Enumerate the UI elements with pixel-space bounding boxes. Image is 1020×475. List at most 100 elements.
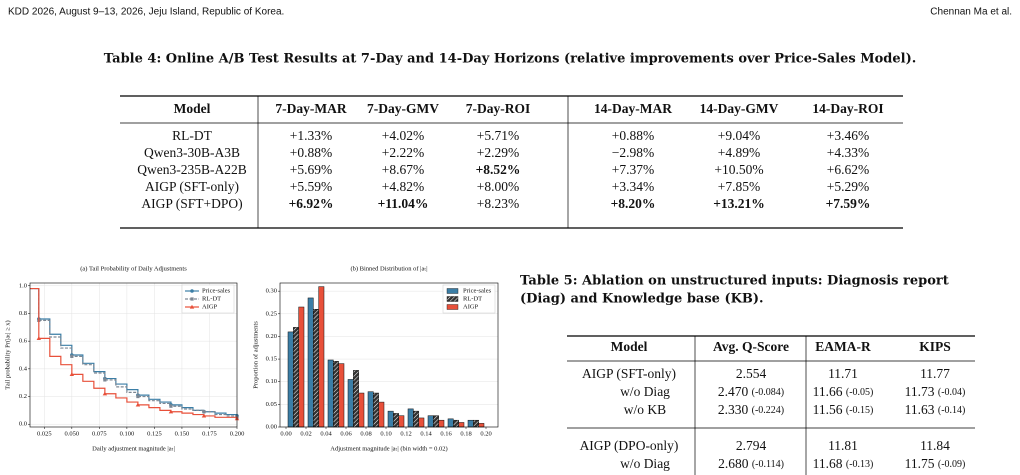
table-cell: +5.29%	[827, 179, 869, 194]
table-cell: +1.33%	[290, 128, 332, 143]
y-tick-label: 0.30	[266, 288, 277, 295]
marker	[69, 372, 75, 376]
table-cell: +7.85%	[718, 179, 760, 194]
cell-value: 11.73	[905, 384, 935, 399]
bar	[293, 327, 299, 428]
bar	[353, 370, 359, 428]
running-header: Chennan Ma et al.	[930, 7, 1012, 18]
y-axis-label: Proportion of adjustments	[252, 321, 259, 389]
table-cell: 11.68 (-0.13)	[813, 456, 874, 471]
marker	[36, 336, 42, 340]
running-header: KDD 2026, August 9–13, 2026, Jeju Island…	[8, 7, 284, 18]
bar	[387, 410, 394, 428]
bar	[313, 309, 319, 428]
table-cell: +8.67%	[382, 162, 424, 177]
cell-delta: (-0.14)	[938, 405, 966, 416]
bar	[373, 392, 379, 428]
series-line	[30, 287, 238, 419]
bar	[307, 297, 314, 428]
table-cell: +2.29%	[477, 145, 519, 160]
cell-delta: (-0.15)	[846, 405, 874, 416]
table-cell: +4.82%	[382, 179, 424, 194]
marker	[169, 404, 173, 408]
y-tick-label: 0.00	[266, 423, 277, 430]
column-header: 14-Day-GMV	[700, 101, 779, 116]
table-cell: 11.84	[920, 438, 950, 453]
legend-label: RL-DT	[463, 295, 482, 302]
x-tick-label: 0.04	[320, 430, 332, 437]
table-cell: +4.33%	[827, 145, 869, 160]
column-header: 7-Day-MAR	[275, 101, 346, 116]
table-cell: +2.22%	[382, 145, 424, 160]
table-cell: RL-DT	[172, 128, 212, 143]
cell-value: 11.81	[828, 438, 858, 453]
x-tick-label: 0.16	[440, 430, 452, 437]
bar	[458, 422, 465, 428]
legend-marker	[190, 289, 194, 293]
table-cell: w/o Diag	[620, 456, 670, 471]
cell-value: 11.84	[920, 438, 950, 453]
cell-value: 11.63	[905, 402, 935, 417]
table-cell: 2.794	[736, 438, 767, 453]
bar	[327, 359, 334, 428]
x-tick-label: 0.200	[230, 430, 245, 437]
table-caption: Table 4: Online A/B Test Results at 7-Da…	[104, 52, 917, 67]
table-cell: 11.71	[828, 366, 858, 381]
marker	[201, 413, 207, 418]
table-cell: 11.77	[920, 366, 950, 381]
bar	[473, 419, 479, 428]
bar	[393, 413, 399, 428]
y-tick-label: 0.20	[266, 333, 277, 340]
table-cell: +3.46%	[827, 128, 869, 143]
cell-delta: (-0.13)	[846, 459, 874, 470]
table-cell: +13.21%	[713, 196, 765, 211]
table-cell: 2.330 (-0.224)	[718, 402, 784, 417]
cell-delta: (-0.05)	[846, 387, 874, 398]
y-tick-label: 0.0	[19, 421, 27, 428]
table-cell: AIGP (SFT+DPO)	[141, 196, 242, 211]
table-cell: +5.59%	[290, 179, 332, 194]
bar	[467, 419, 474, 428]
table-cell: 11.56 (-0.15)	[813, 402, 874, 417]
legend-swatch	[446, 288, 459, 294]
plot-frame	[279, 282, 499, 428]
table-cell: Qwen3-235B-A22B	[137, 162, 247, 177]
chart-title: (a) Tail Probability of Daily Adjustment…	[80, 265, 187, 272]
marker	[202, 410, 206, 414]
table-cell: +4.89%	[718, 145, 760, 160]
table-cell: 11.81	[828, 438, 858, 453]
table-cell: 2.554	[736, 366, 767, 381]
cell-value: 11.66	[813, 384, 843, 399]
table-cell: Qwen3-30B-A3B	[144, 145, 240, 160]
bar	[418, 417, 425, 428]
legend-label: AIGP	[463, 303, 479, 310]
legend-marker	[190, 297, 194, 301]
y-tick-label: 0.2	[19, 393, 27, 400]
cell-value: 11.75	[905, 456, 935, 471]
bar	[447, 418, 454, 428]
marker	[102, 391, 108, 396]
x-tick-label: 0.100	[120, 430, 135, 437]
x-tick-label: 0.20	[480, 430, 491, 437]
table-cell: +3.34%	[612, 179, 654, 194]
cell-value: 2.470	[718, 384, 749, 399]
table-caption: Table 5: Ablation on unstructured inputs…	[520, 274, 949, 289]
table-cell: 11.75 (-0.09)	[905, 456, 966, 471]
table-cell: +4.02%	[382, 128, 424, 143]
y-axis-label: Tail probability Pr(|aₜ| ≥ x)	[4, 320, 11, 389]
table-cell: AIGP (DPO-only)	[580, 438, 679, 453]
x-axis-label: Daily adjustment magnitude |aₜ|	[92, 445, 175, 452]
table-cell: +7.59%	[826, 196, 871, 211]
bar	[333, 361, 339, 428]
cell-delta: (-0.114)	[752, 459, 784, 470]
x-tick-label: 0.00	[280, 430, 291, 437]
x-tick-label: 0.025	[37, 430, 52, 437]
cell-value: 11.77	[920, 366, 950, 381]
x-tick-label: 0.10	[380, 430, 391, 437]
cell-value: 2.554	[736, 366, 767, 381]
cell-delta: (-0.084)	[752, 387, 785, 398]
x-tick-label: 0.06	[340, 430, 352, 437]
bar	[287, 331, 294, 428]
y-tick-label: 0.25	[266, 310, 277, 317]
table-cell: w/o KB	[624, 402, 666, 417]
